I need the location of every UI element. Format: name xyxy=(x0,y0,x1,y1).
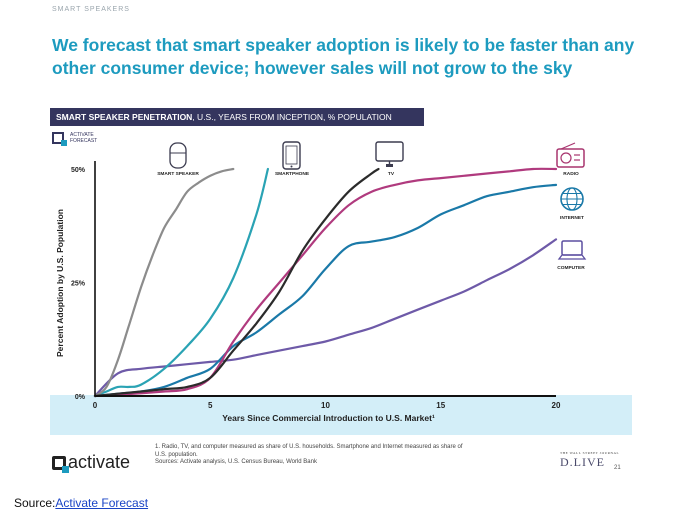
series-line-smart-speaker xyxy=(93,167,235,398)
laptop-icon xyxy=(557,240,587,260)
series-line-computer xyxy=(93,238,558,398)
source-label: Source: xyxy=(14,496,56,510)
series-line-tv xyxy=(93,167,380,398)
footnote-line1: 1. Radio, TV, and computer measured as s… xyxy=(155,444,463,450)
y-tick-label: 0% xyxy=(75,394,86,401)
axis-band xyxy=(50,395,632,435)
y-tick-label: 25% xyxy=(71,281,86,288)
activate-mark-icon xyxy=(52,456,69,473)
y-axis-label: Percent Adoption by U.S. Population xyxy=(55,209,65,357)
smartphone-icon xyxy=(282,141,301,170)
series-label-computer: COMPUTER xyxy=(557,265,585,271)
tv-icon xyxy=(375,141,404,167)
x-tick-label: 0 xyxy=(93,401,98,410)
source-link[interactable]: Activate Forecast xyxy=(55,496,149,510)
series-lines xyxy=(93,167,558,398)
series-label-smartphone: SMARTPHONE xyxy=(275,171,310,177)
section-tag: SMART SPEAKERS xyxy=(52,6,130,13)
footnote-line2: U.S. population. xyxy=(155,451,198,458)
chart-header: SMART SPEAKER PENETRATION, U.S., YEARS F… xyxy=(50,108,424,126)
activate-forecast-logo: ACTIVATE FORECAST xyxy=(52,132,98,146)
series-line-smartphone xyxy=(93,167,269,398)
footnote-line3: Sources: Activate analysis, U.S. Census … xyxy=(155,459,317,465)
chart-header-rest: , U.S., YEARS FROM INCEPTION, % POPULATI… xyxy=(192,112,392,122)
series-label-tv: TV xyxy=(388,171,395,177)
globe-icon xyxy=(560,187,584,211)
chart-header-bold: SMART SPEAKER PENETRATION xyxy=(56,112,193,122)
x-tick-label: 5 xyxy=(208,401,213,410)
smart-speaker-icon xyxy=(169,142,187,169)
source-line: Source:Activate Forecast xyxy=(14,496,148,510)
dlive-logo: THE WALL STREET JOURNAL D.LIVE xyxy=(560,451,619,470)
x-axis-label: Years Since Commercial Introduction to U… xyxy=(222,413,435,423)
headline: We forecast that smart speaker adoption … xyxy=(52,35,635,78)
dlive-small-text: THE WALL STREET JOURNAL xyxy=(560,451,620,455)
radio-icon xyxy=(556,142,585,168)
forecast-brand-line2: FORECAST xyxy=(70,138,98,144)
page-number: 21 xyxy=(614,465,621,471)
x-tick-label: 20 xyxy=(552,401,561,410)
activate-forecast-mark-icon xyxy=(52,132,67,146)
x-tick-label: 15 xyxy=(436,401,445,410)
dlive-big-text: D.LIVE xyxy=(560,455,605,469)
activate-brand-text: activate xyxy=(68,452,131,472)
series-label-radio: RADIO xyxy=(563,171,579,177)
series-label-internet: INTERNET xyxy=(560,215,584,221)
series-label-smart-speaker: SMART SPEAKER xyxy=(157,171,199,177)
activate-logo: activate xyxy=(52,452,130,473)
device-icons xyxy=(169,141,587,260)
series-line-radio xyxy=(93,167,558,398)
series-line-internet xyxy=(93,183,558,398)
y-tick-label: 50% xyxy=(71,167,86,174)
footnote: 1. Radio, TV, and computer measured as s… xyxy=(155,444,545,467)
x-tick-label: 10 xyxy=(321,401,330,410)
series-labels: SMART SPEAKER SMARTPHONE TV RADIO INTERNET CO… xyxy=(157,171,585,271)
forecast-brand-line1: ACTIVATE xyxy=(70,132,94,138)
axes: 0 5 10 15 20 0% 25% 50% Years Since Commercial I… xyxy=(55,161,561,423)
